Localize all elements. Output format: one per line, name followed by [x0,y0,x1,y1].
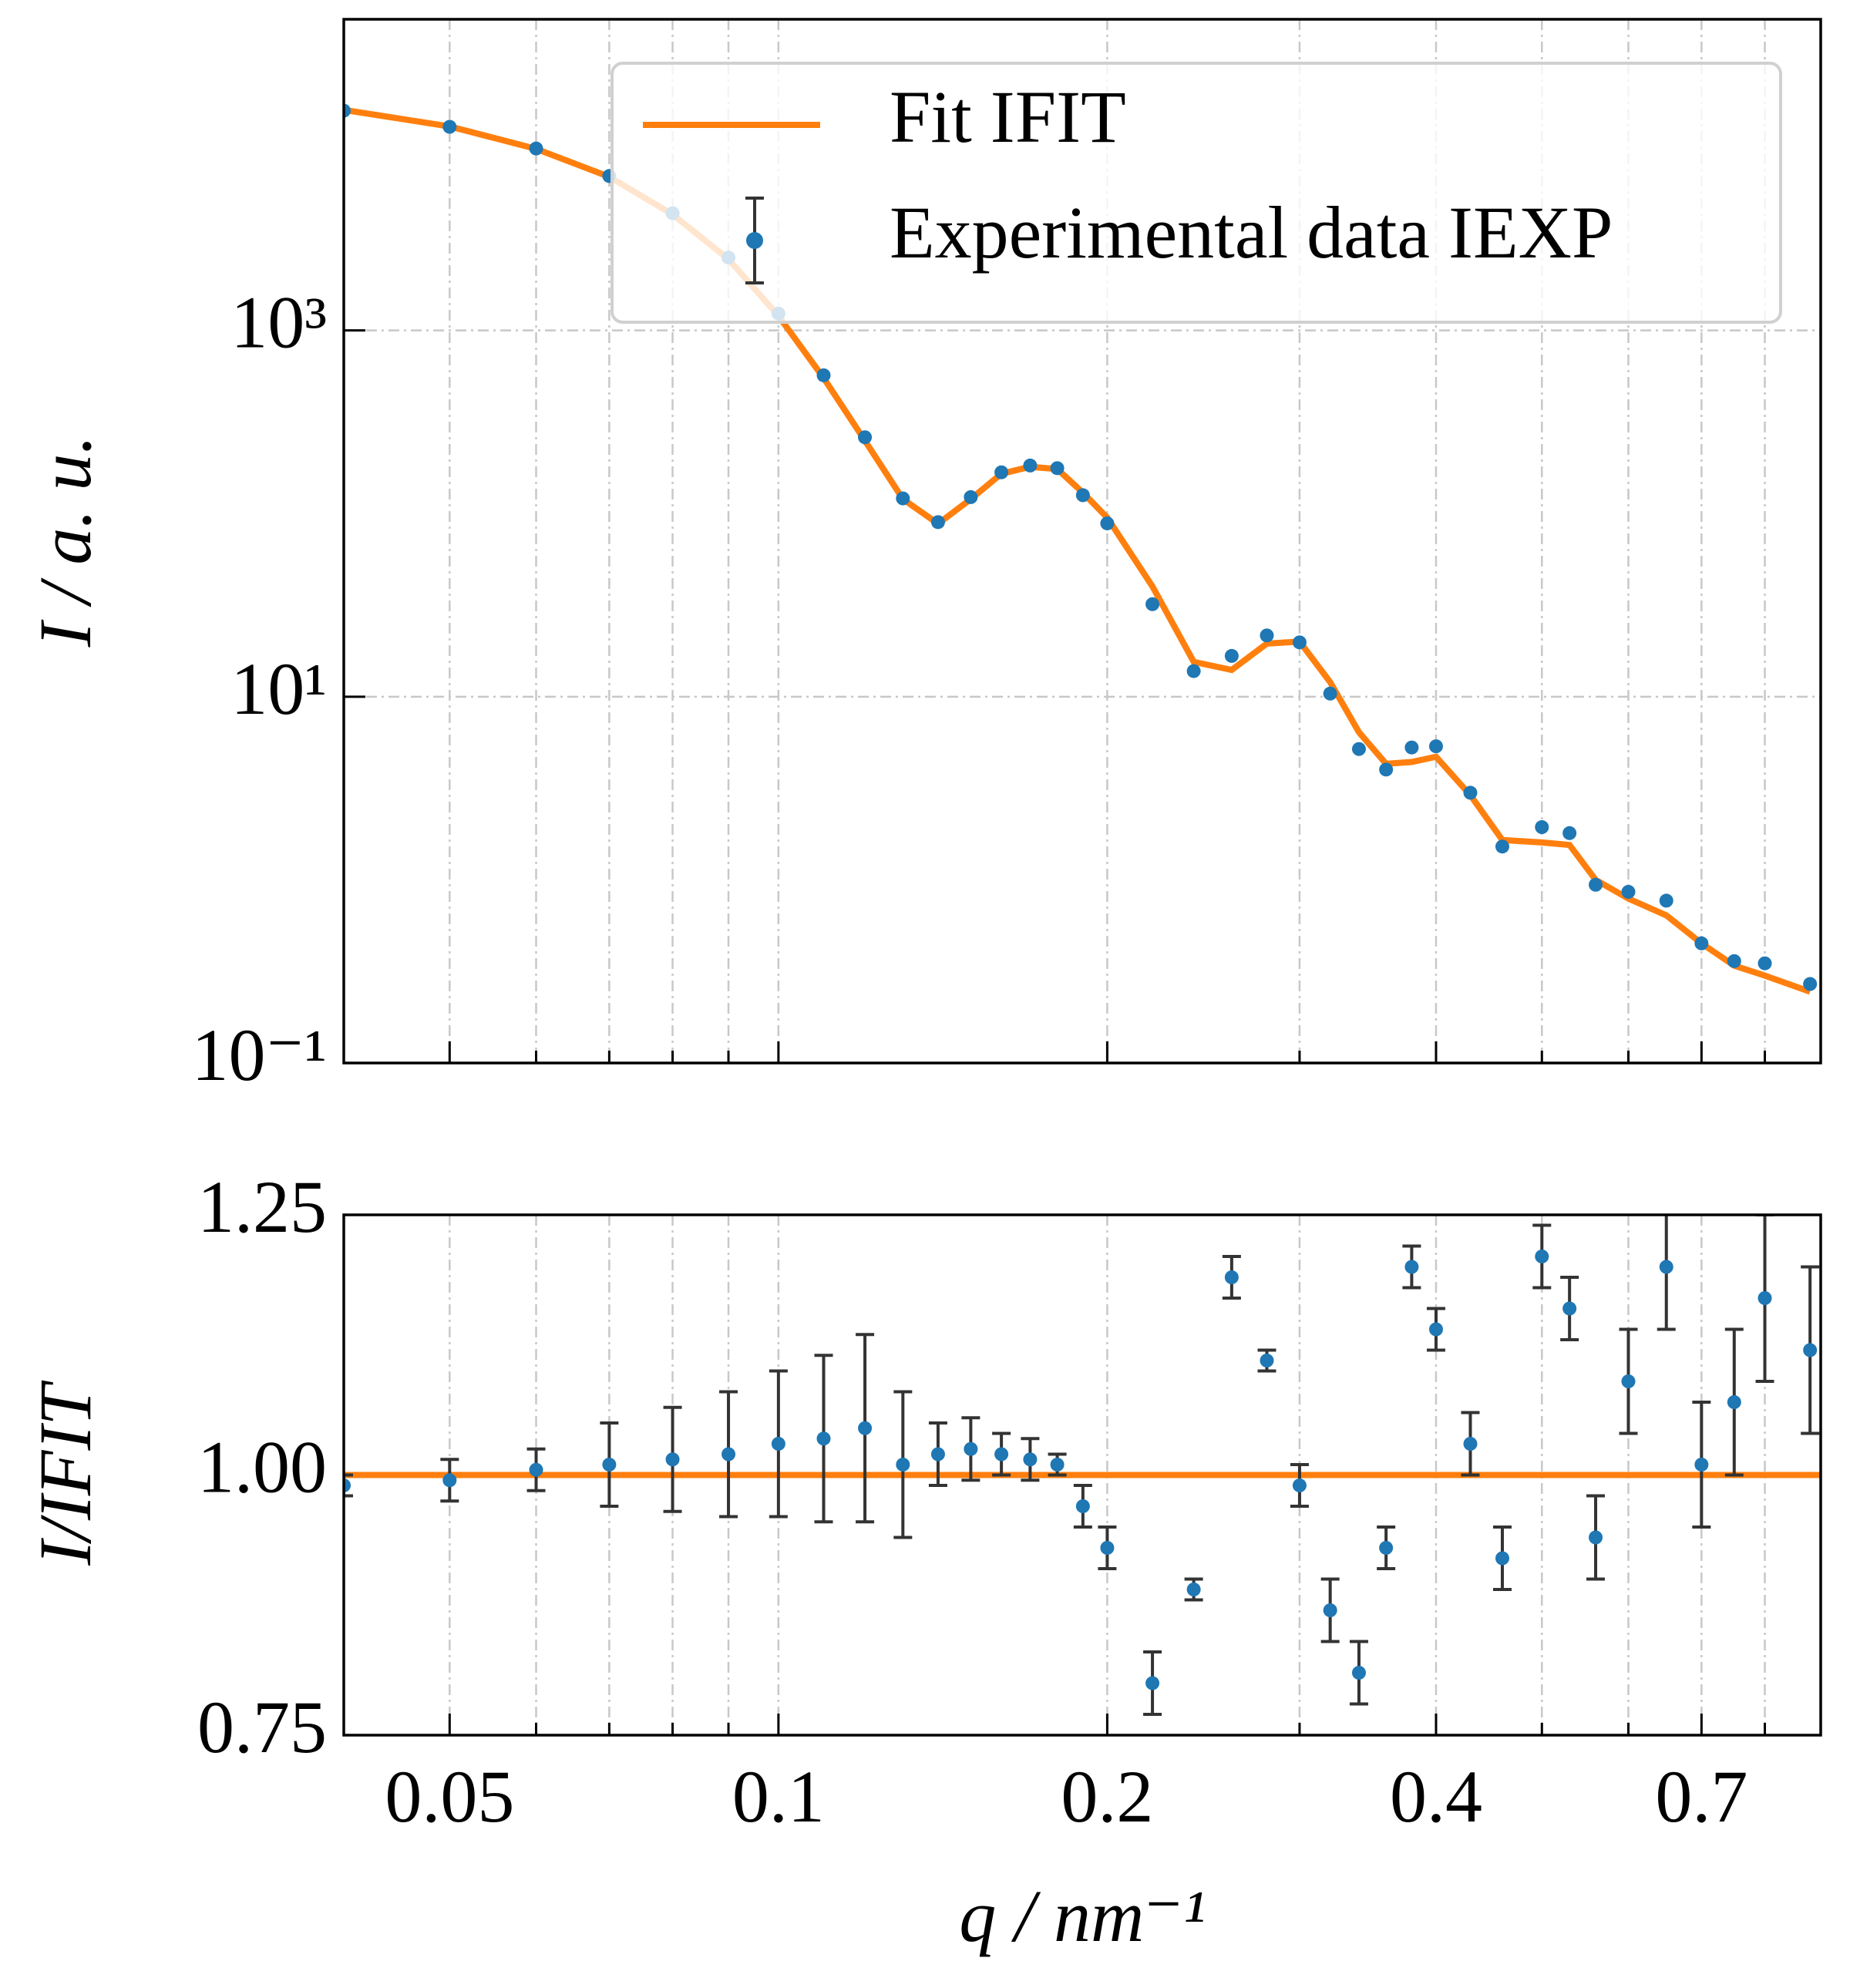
data-point [1351,742,1366,756]
data-point [722,1447,736,1462]
data-point [1621,884,1636,899]
data-point [1803,977,1818,991]
data-point [344,1478,351,1492]
x-tick-label: 0.4 [1390,1755,1482,1838]
data-point [1495,839,1509,854]
data-point [994,465,1009,479]
data-point [1323,1603,1337,1617]
data-point [816,1431,831,1446]
data-point [1535,820,1549,835]
data-point [1050,1458,1065,1472]
data-point [1100,516,1115,530]
data-point [1351,1666,1366,1680]
data-point [816,368,831,382]
data-point [1758,1291,1772,1305]
data-point [1694,936,1709,950]
data-point [930,1447,945,1462]
y-tick-label: 10¹ [230,648,327,730]
data-point [1404,740,1419,755]
data-point [1379,762,1394,777]
data-point [1535,1250,1549,1263]
data-point [1186,664,1201,678]
y-tick-label: 0.75 [197,1686,327,1768]
data-point [529,141,543,156]
data-point [1292,635,1307,650]
x-axis-label: q / nm⁻¹ [959,1875,1205,1957]
data-point [858,430,873,445]
data-point [1589,877,1603,892]
data-point [771,1437,785,1451]
data-point [442,1473,457,1488]
data-point [1428,1322,1443,1337]
axes-frame [342,1213,1822,1737]
data-point [1495,1551,1509,1566]
data-point [1075,1499,1090,1513]
data-point [1621,1374,1636,1388]
data-point [964,1441,978,1456]
data-point [1145,1676,1160,1690]
data-point [1145,597,1160,611]
y-axis-label: I/IFIT [24,1380,106,1566]
data-point [1694,1458,1709,1472]
data-point [1100,1541,1115,1555]
data-point [930,515,945,530]
data-point [858,1421,873,1435]
legend-box [610,62,1782,324]
plot-area [344,1215,1821,1716]
data-point [344,103,351,118]
data-point [1186,1583,1201,1596]
data-point [1323,686,1337,701]
data-point [602,1458,617,1472]
data-point [1260,628,1274,643]
x-tick-label: 0.05 [385,1755,514,1838]
data-point [1428,739,1443,754]
data-point [1463,1437,1478,1451]
y-tick-label: 10⁻¹ [192,1014,327,1096]
data-point [442,119,457,134]
data-point [1224,1270,1239,1284]
legend-label: Fit IFIT [890,76,1126,158]
data-point [896,491,910,506]
x-tick-label: 0.7 [1655,1755,1747,1838]
data-point [1404,1260,1419,1274]
y-tick-label: 10³ [230,281,327,364]
data-point [964,489,978,504]
data-point [1727,954,1741,968]
y-tick-label: 1.25 [197,1166,327,1248]
y-tick-label: 1.00 [197,1426,327,1509]
data-point [1803,1343,1818,1357]
x-tick-label: 0.2 [1061,1755,1153,1838]
data-point [1659,893,1673,908]
data-point [1260,1354,1274,1367]
legend-label: Experimental data IEXP [890,191,1613,274]
fit-line [344,106,1811,995]
data-point [1562,826,1577,840]
data-point [665,1452,680,1467]
y-axis-label: I / a. u. [24,436,106,648]
data-point [1727,1395,1741,1409]
data-point [1659,1260,1673,1274]
data-point [1224,648,1239,663]
data-point [1562,1301,1577,1316]
data-point [994,1447,1009,1462]
data-point [529,1462,543,1477]
data-point [1379,1541,1394,1555]
axes-frame [342,18,1822,1065]
data-point [896,1458,910,1472]
data-point [1023,1452,1038,1467]
x-tick-label: 0.1 [732,1755,825,1838]
legend-marker [746,232,763,249]
data-point [1758,956,1772,970]
data-point [1292,1478,1307,1492]
data-point [1075,488,1090,503]
data-point [1023,458,1038,473]
data-point [1589,1530,1603,1545]
data-point [1463,785,1478,800]
data-point [1050,461,1065,476]
